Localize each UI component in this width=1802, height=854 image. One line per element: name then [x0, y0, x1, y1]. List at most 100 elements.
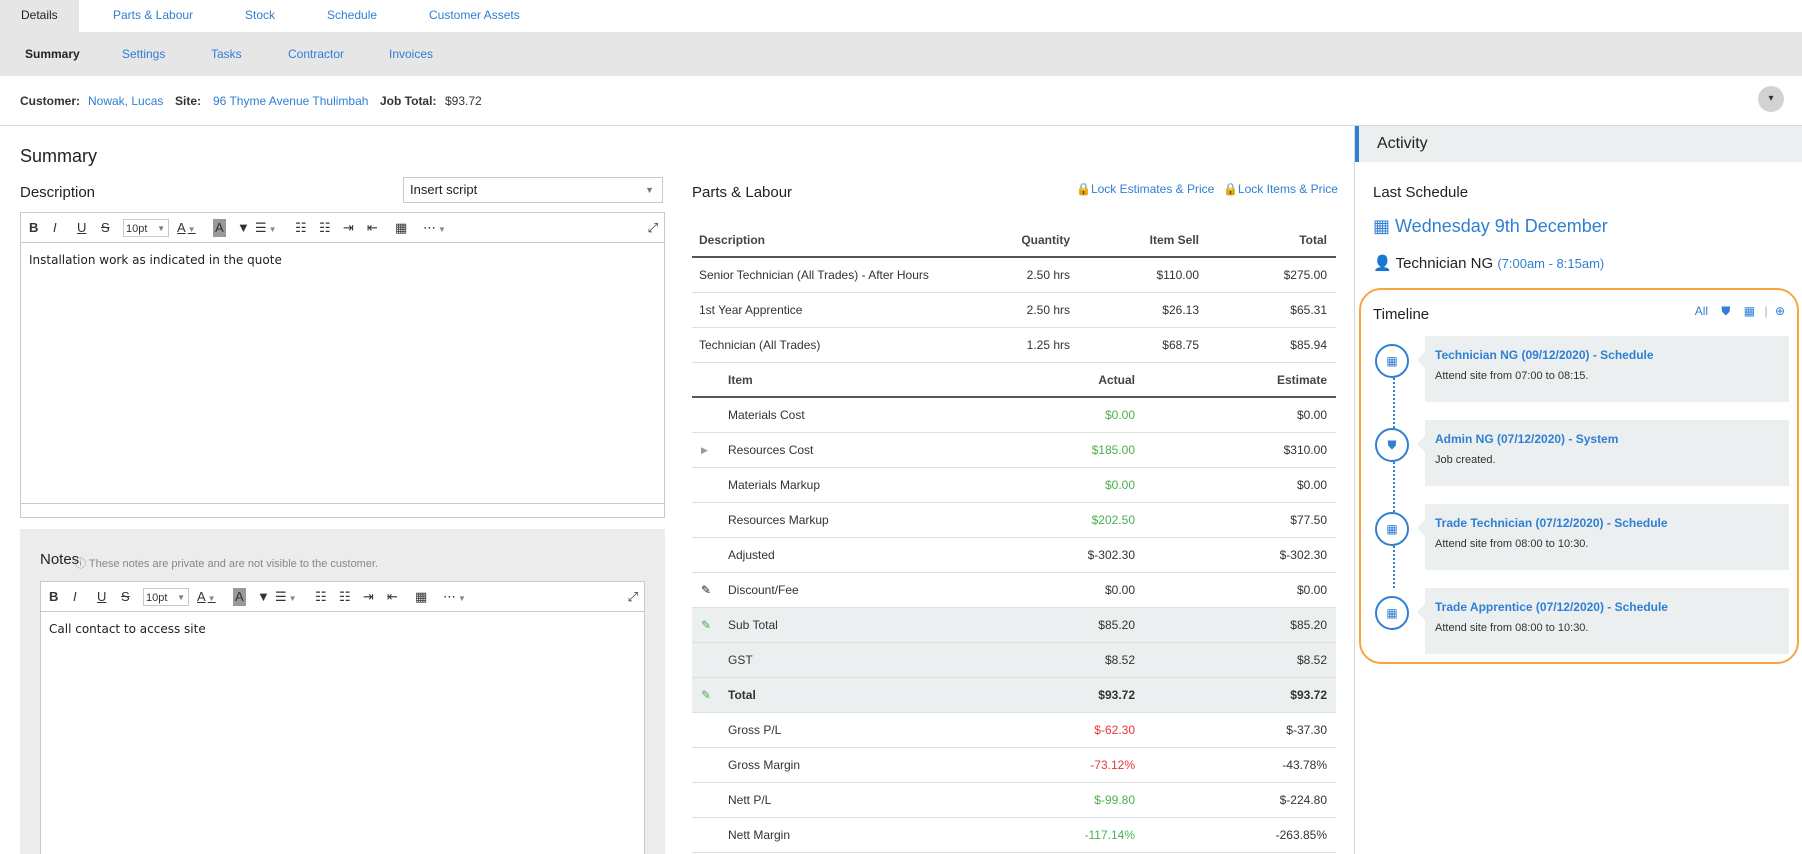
calendar-icon: ▦ [1375, 512, 1409, 546]
timeline-entry: Admin NG (07/12/2020) - System Job creat… [1417, 420, 1789, 486]
expand-icon[interactable]: ▶ [701, 445, 708, 455]
highlight-icon[interactable]: A [213, 219, 226, 237]
fullscreen-icon[interactable]: ⤢ [647, 220, 658, 235]
shield-icon[interactable]: ⛊ [1721, 304, 1731, 318]
highlight-dropdown-icon[interactable]: ▼ [237, 220, 250, 235]
bold-icon[interactable]: B [29, 220, 39, 235]
tab-summary[interactable]: Summary [25, 47, 80, 61]
tab-invoices[interactable]: Invoices [389, 47, 434, 61]
calendar-icon[interactable]: ▦ [1743, 304, 1756, 318]
more-icon[interactable]: ⋯ ▼ [443, 589, 466, 604]
last-schedule-date[interactable]: ▦ Wednesday 9th December [1373, 216, 1608, 237]
underline-icon[interactable]: U [77, 220, 87, 235]
indent-icon[interactable]: ⇥ [343, 220, 354, 235]
italic-icon[interactable]: I [73, 589, 77, 604]
labour-row[interactable]: Technician (All Trades) 1.25 hrs $68.75 … [692, 328, 1336, 363]
timeline-item[interactable]: ▦ Trade Technician (07/12/2020) - Schedu… [1375, 504, 1795, 570]
tab-details[interactable]: Details [0, 0, 79, 32]
cost-item: GST [728, 653, 753, 667]
add-icon[interactable]: ⊕ [1774, 304, 1785, 318]
resize-handle[interactable] [21, 503, 664, 517]
timeline-item[interactable]: ⛊ Admin NG (07/12/2020) - System Job cre… [1375, 420, 1795, 486]
collapse-icon[interactable]: ▾ [1758, 86, 1784, 112]
description-toolbar: B I U S 10pt ▼ A ▼ A ▼ ☰ ▼ ☷ ☷ ⇥ ⇤ ▦ ⋯ ▼ ⤢ [21, 213, 664, 243]
customer-label: Customer: [20, 94, 81, 108]
indent-icon[interactable]: ⇥ [363, 589, 374, 604]
highlight-icon[interactable]: A [233, 588, 246, 606]
bullet-list-icon[interactable]: ☷ [315, 589, 327, 604]
activity-header: Activity [1355, 126, 1802, 162]
strikethrough-icon[interactable]: S [101, 220, 110, 235]
italic-icon[interactable]: I [53, 220, 57, 235]
outdent-icon[interactable]: ⇤ [387, 589, 398, 604]
timeline-card: Timeline All ⛊ ▦ | ⊕ ▦ Technician NG (09… [1359, 288, 1799, 664]
cost-estimate: $8.52 [1296, 653, 1327, 667]
cost-actual: -73.12% [1090, 758, 1135, 772]
notes-editor: B I U S 10pt ▼ A ▼ A ▼ ☰ ▼ ☷ ☷ ⇥ ⇤ ▦ ⋯ ▼ ⤢ C… [40, 581, 645, 854]
calendar-icon: ▦ [1373, 216, 1396, 236]
more-icon[interactable]: ⋯ ▼ [423, 220, 446, 235]
numbered-list-icon[interactable]: ☷ [319, 220, 331, 235]
table-icon[interactable]: ▦ [395, 220, 408, 235]
text-color-icon[interactable]: A ▼ [197, 589, 216, 604]
text-color-icon[interactable]: A ▼ [177, 220, 196, 235]
cost-item: Resources Markup [728, 513, 829, 527]
col-estimate: Estimate [1276, 373, 1327, 387]
site-link[interactable]: 96 Thyme Avenue Thulimbah [213, 94, 369, 108]
tab-stock[interactable]: Stock [245, 8, 276, 22]
col-actual: Actual [1098, 373, 1135, 387]
tab-contractor[interactable]: Contractor [288, 47, 345, 61]
table-icon[interactable]: ▦ [415, 589, 428, 604]
labour-item-sell: $68.75 [1162, 338, 1199, 352]
timeline-item[interactable]: ▦ Trade Apprentice (07/12/2020) - Schedu… [1375, 588, 1795, 654]
bold-icon[interactable]: B [49, 589, 59, 604]
align-icon[interactable]: ☰ ▼ [275, 589, 297, 604]
timeline-entry-title[interactable]: Technician NG (09/12/2020) - Schedule [1435, 348, 1654, 362]
numbered-list-icon[interactable]: ☷ [339, 589, 351, 604]
insert-script-value: Insert script [410, 182, 478, 197]
lock-estimates-link[interactable]: 🔒Lock Estimates & Price [1076, 182, 1214, 196]
labour-row[interactable]: 1st Year Apprentice 2.50 hrs $26.13 $65.… [692, 293, 1336, 328]
filter-all[interactable]: All [1694, 304, 1709, 318]
timeline-item[interactable]: ▦ Technician NG (09/12/2020) - Schedule … [1375, 336, 1795, 402]
insert-script-select[interactable]: Insert script ▼ [403, 177, 663, 203]
pencil-icon[interactable]: ✎ [701, 618, 712, 632]
tab-settings[interactable]: Settings [122, 47, 166, 61]
underline-icon[interactable]: U [97, 589, 107, 604]
outdent-icon[interactable]: ⇤ [367, 220, 378, 235]
cost-row-sub-total: ✎ Sub Total $85.20 $85.20 [692, 608, 1336, 643]
labour-quantity: 2.50 hrs [1026, 303, 1070, 317]
col-description: Description [699, 233, 766, 247]
cost-item: Discount/Fee [728, 583, 799, 597]
timeline-entry-title[interactable]: Admin NG (07/12/2020) - System [1435, 432, 1619, 446]
align-icon[interactable]: ☰ ▼ [255, 220, 277, 235]
pencil-icon[interactable]: ✎ [701, 583, 712, 597]
notes-text[interactable]: Call contact to access site [49, 622, 206, 636]
tab-customer-assets[interactable]: Customer Assets [429, 8, 520, 22]
tab-schedule[interactable]: Schedule [327, 8, 378, 22]
font-size-select[interactable]: 10pt ▼ [123, 219, 169, 237]
tab-tasks[interactable]: Tasks [211, 47, 242, 61]
description-text[interactable]: Installation work as indicated in the qu… [29, 253, 282, 267]
cost-row-gross-pl: Gross P/L $-62.30 $-37.30 [692, 713, 1336, 748]
strikethrough-icon[interactable]: S [121, 589, 130, 604]
lock-items-link[interactable]: 🔒Lock Items & Price [1223, 182, 1338, 196]
font-size-select[interactable]: 10pt ▼ [143, 588, 189, 606]
bullet-list-icon[interactable]: ☷ [295, 220, 307, 235]
highlight-dropdown-icon[interactable]: ▼ [257, 589, 270, 604]
last-schedule-technician: 👤 Technician NG (7:00am - 8:15am) [1373, 254, 1604, 272]
labour-total: $275.00 [1283, 268, 1327, 282]
tab-parts-labour[interactable]: Parts & Labour [113, 8, 194, 22]
cost-actual: $0.00 [1104, 583, 1135, 597]
customer-link[interactable]: Nowak, Lucas [88, 94, 164, 108]
timeline-entry-title[interactable]: Trade Technician (07/12/2020) - Schedule [1435, 516, 1668, 530]
timeline-entry-title[interactable]: Trade Apprentice (07/12/2020) - Schedule [1435, 600, 1668, 614]
fullscreen-icon[interactable]: ⤢ [627, 589, 638, 604]
info-icon: ⓘ [75, 558, 89, 570]
labour-row[interactable]: Senior Technician (All Trades) - After H… [692, 258, 1336, 293]
cost-estimate: $-302.30 [1279, 548, 1327, 562]
cost-row-nett-pl: Nett P/L $-99.80 $-224.80 [692, 783, 1336, 818]
pencil-icon[interactable]: ✎ [701, 688, 712, 702]
shield-icon: ⛊ [1375, 428, 1409, 462]
cost-row-resources-markup: Resources Markup $202.50 $77.50 [692, 503, 1336, 538]
